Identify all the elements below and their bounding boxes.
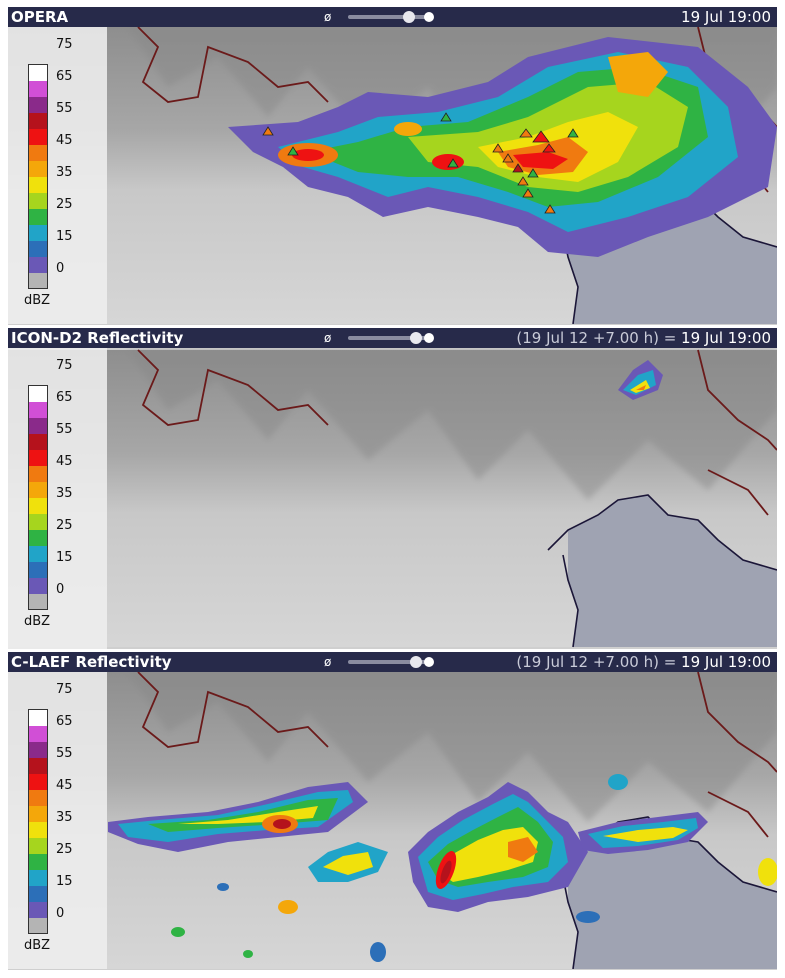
legend-label: 25: [56, 842, 73, 857]
lightning-markers: [262, 112, 579, 214]
legend-label: 0: [56, 261, 65, 276]
legend-label: 75: [56, 37, 73, 52]
country-border: [137, 672, 777, 838]
legend-label: 65: [56, 714, 73, 729]
legend-label: 0: [56, 906, 65, 921]
opacity-icon: ø: [324, 10, 332, 24]
map-view[interactable]: [8, 348, 777, 649]
legend-unit: dBZ: [24, 938, 51, 953]
legend: 75 65 55 45 35 25 15 0 dBZ: [8, 672, 107, 969]
panel-header: OPERA ø 19 Jul 19:00: [8, 7, 777, 27]
opacity-slider[interactable]: ø: [324, 652, 439, 672]
panel-title: OPERA: [11, 8, 69, 26]
map-view[interactable]: [8, 672, 777, 969]
legend: 75 65 55 45 35 25 15 0 dBZ: [8, 348, 107, 649]
panel-title: ICON-D2 Reflectivity: [11, 329, 184, 347]
slider-thumb[interactable]: [410, 656, 422, 668]
slider-end-dot[interactable]: [424, 333, 434, 343]
legend-label: 35: [56, 810, 73, 825]
valid-time: 19 Jul 19:00: [681, 8, 771, 26]
legend-label: 35: [56, 165, 73, 180]
panel-header: ICON-D2 Reflectivity ø (19 Jul 12 +7.00 …: [8, 328, 777, 348]
alps-ridges: [128, 350, 777, 500]
legend-label: 45: [56, 133, 73, 148]
run-info: (19 Jul 12 +7.00 h) =: [516, 329, 682, 347]
panel-time: (19 Jul 12 +7.00 h) = 19 Jul 19:00: [516, 328, 771, 348]
legend-label: 0: [56, 582, 65, 597]
sea: [568, 495, 777, 647]
slider-thumb[interactable]: [410, 332, 422, 344]
legend-label: 15: [56, 229, 73, 244]
valid-time: 19 Jul 19:00: [681, 329, 771, 347]
slider-track[interactable]: [348, 15, 426, 19]
legend-label: 15: [56, 874, 73, 889]
valid-time: 19 Jul 19:00: [681, 653, 771, 671]
legend-colorbar: [28, 709, 48, 934]
legend-label: 75: [56, 358, 73, 373]
legend: 75 65 55 45 35 25 15 0 dBZ: [8, 27, 107, 324]
panel-time: (19 Jul 12 +7.00 h) = 19 Jul 19:00: [516, 652, 771, 672]
legend-label: 35: [56, 486, 73, 501]
opacity-icon: ø: [324, 331, 332, 345]
opacity-icon: ø: [324, 655, 332, 669]
legend-unit: dBZ: [24, 293, 51, 308]
slider-track[interactable]: [348, 336, 426, 340]
map-view[interactable]: [8, 27, 777, 324]
panel-time: 19 Jul 19:00: [681, 7, 771, 27]
legend-unit: dBZ: [24, 614, 51, 629]
legend-label: 55: [56, 746, 73, 761]
legend-label: 55: [56, 422, 73, 437]
legend-label: 65: [56, 69, 73, 84]
legend-label: 65: [56, 390, 73, 405]
run-info: (19 Jul 12 +7.00 h) =: [516, 653, 682, 671]
slider-track[interactable]: [348, 660, 426, 664]
model-echoes: [108, 774, 777, 962]
legend-label: 45: [56, 778, 73, 793]
legend-label: 45: [56, 454, 73, 469]
opacity-slider[interactable]: ø: [324, 7, 439, 27]
legend-label: 75: [56, 682, 73, 697]
legend-label: 55: [56, 101, 73, 116]
panel-opera: OPERA ø 19 Jul 19:00: [8, 7, 777, 325]
slider-end-dot[interactable]: [424, 12, 434, 22]
slider-thumb[interactable]: [403, 11, 415, 23]
model-echoes: [618, 360, 663, 400]
panel-icon-d2: ICON-D2 Reflectivity ø (19 Jul 12 +7.00 …: [8, 328, 777, 649]
panel-header: C-LAEF Reflectivity ø (19 Jul 12 +7.00 h…: [8, 652, 777, 672]
coastline: [547, 494, 777, 648]
panel-title: C-LAEF Reflectivity: [11, 653, 172, 671]
opacity-slider[interactable]: ø: [324, 328, 439, 348]
legend-label: 25: [56, 518, 73, 533]
legend-colorbar: [28, 385, 48, 610]
country-border: [137, 349, 777, 516]
legend-label: 25: [56, 197, 73, 212]
legend-label: 15: [56, 550, 73, 565]
legend-colorbar: [28, 64, 48, 289]
sea: [568, 817, 777, 969]
panel-c-laef: C-LAEF Reflectivity ø (19 Jul 12 +7.00 h…: [8, 652, 777, 970]
slider-end-dot[interactable]: [424, 657, 434, 667]
